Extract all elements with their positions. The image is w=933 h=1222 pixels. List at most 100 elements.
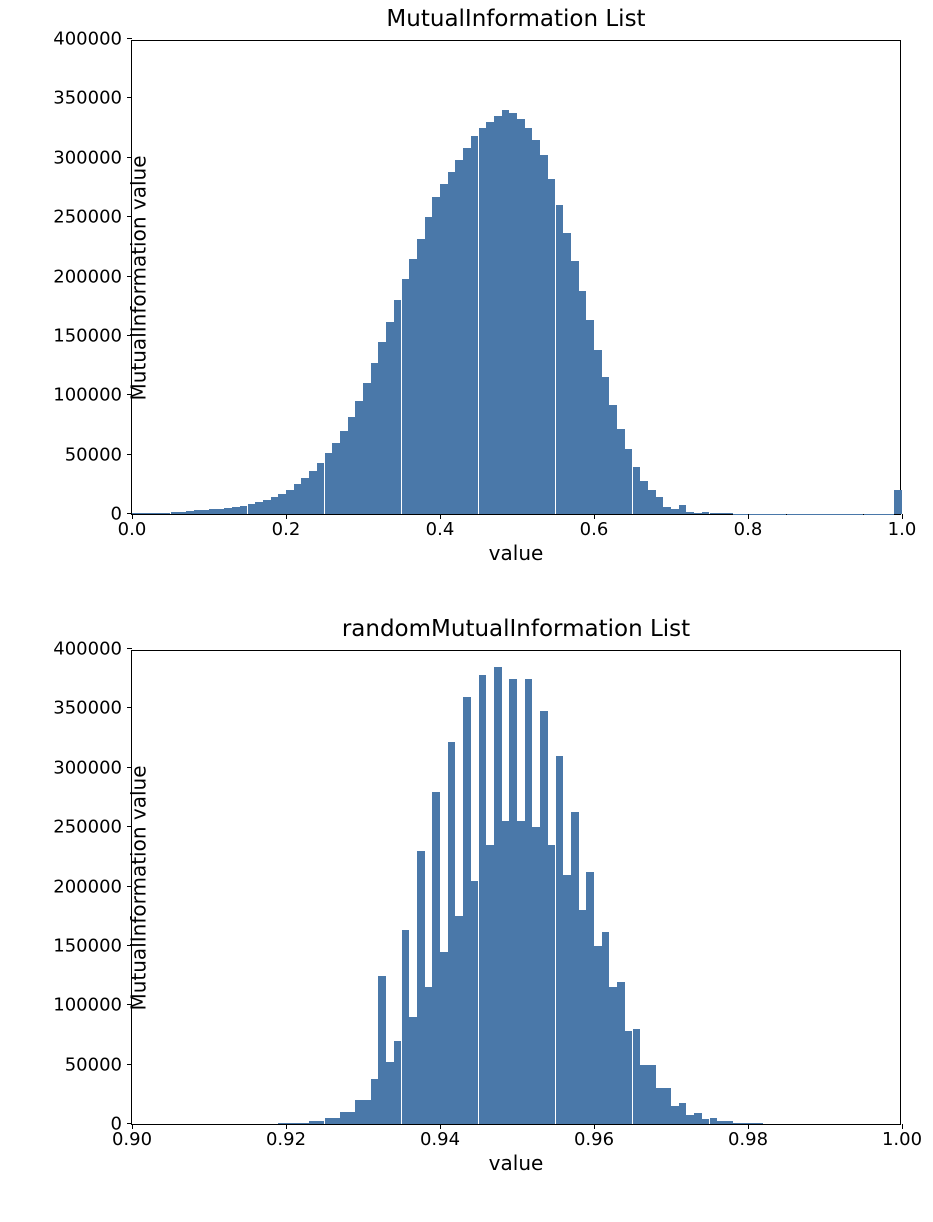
chart-mutualinformation: MutualInformation List MutualInformation… [131, 40, 901, 515]
histogram-bar [617, 982, 625, 1125]
histogram-bars [132, 651, 900, 1124]
histogram-bar [386, 322, 394, 514]
x-tick-label: 0.92 [266, 1129, 306, 1150]
histogram-bar [348, 1112, 356, 1124]
histogram-bar [594, 946, 602, 1124]
x-tick-label: 0.96 [574, 1129, 614, 1150]
y-tick-label: 50000 [65, 444, 132, 465]
histogram-bar [532, 140, 540, 514]
histogram-bar [686, 512, 694, 514]
histogram-bar [409, 1017, 417, 1124]
histogram-bar [633, 467, 641, 515]
histogram-bar [494, 116, 502, 514]
histogram-bar [332, 443, 340, 514]
x-tick-label: 0.8 [734, 519, 763, 540]
y-tick-label: 350000 [53, 88, 132, 109]
histogram-bar [271, 497, 279, 514]
figure: MutualInformation List MutualInformation… [0, 0, 933, 1222]
y-tick-label: 150000 [53, 325, 132, 346]
histogram-bar [702, 512, 710, 514]
y-tick-label: 0 [111, 1114, 132, 1135]
histogram-bar [301, 478, 309, 514]
x-axis-label: value [131, 541, 901, 565]
x-tick-label: 0.4 [426, 519, 455, 540]
histogram-bar [448, 742, 456, 1124]
histogram-bar [440, 184, 448, 514]
histogram-bar [371, 363, 379, 514]
histogram-bar [355, 1100, 363, 1124]
histogram-bar [617, 429, 625, 515]
histogram-bar [486, 122, 494, 514]
histogram-bar [309, 471, 317, 514]
histogram-bar [417, 239, 425, 515]
histogram-bar [463, 697, 471, 1125]
y-tick-label: 50000 [65, 1054, 132, 1075]
histogram-bar [371, 1079, 379, 1124]
histogram-bar [278, 494, 286, 514]
histogram-bar [432, 792, 440, 1125]
histogram-bar [317, 463, 325, 514]
histogram-bar [471, 881, 479, 1124]
histogram-bar [540, 155, 548, 514]
histogram-bar [532, 827, 540, 1124]
histogram-bar [525, 128, 533, 514]
histogram-bar [394, 1041, 402, 1124]
histogram-bar [355, 401, 363, 514]
histogram-bar [340, 1112, 348, 1124]
histogram-bar [594, 350, 602, 514]
y-tick-label: 300000 [53, 147, 132, 168]
histogram-bar [432, 197, 440, 514]
histogram-bar [363, 383, 371, 514]
histogram-bar [663, 1088, 671, 1124]
x-axis-label: value [131, 1151, 901, 1175]
histogram-bar [402, 279, 410, 514]
histogram-bar [294, 1123, 302, 1124]
histogram-bar [710, 1118, 718, 1124]
histogram-bar [686, 1115, 694, 1125]
x-tick-label: 1.0 [888, 519, 917, 540]
histogram-bar [579, 910, 587, 1124]
histogram-bar [186, 511, 194, 514]
y-tick-label: 400000 [53, 639, 132, 660]
histogram-bars [132, 41, 900, 514]
histogram-bar [463, 148, 471, 514]
histogram-bar [725, 1121, 733, 1124]
histogram-bar [740, 1123, 748, 1124]
histogram-bar [679, 505, 687, 515]
histogram-bar [556, 756, 564, 1124]
histogram-bar [178, 512, 186, 514]
histogram-bar [609, 987, 617, 1124]
histogram-bar [502, 110, 510, 514]
plot-area: 0.00.20.40.60.81.0 050000100000150000200… [131, 40, 901, 515]
histogram-bar [548, 845, 556, 1124]
histogram-bar [448, 172, 456, 514]
histogram-bar [656, 497, 664, 514]
histogram-bar [517, 821, 525, 1124]
histogram-bar [394, 300, 402, 514]
histogram-bar [671, 1106, 679, 1124]
histogram-bar [579, 291, 587, 514]
y-tick-label: 400000 [53, 29, 132, 50]
histogram-bar [725, 513, 733, 514]
histogram-bar [132, 513, 140, 514]
histogram-bar [140, 513, 148, 514]
histogram-bar [325, 453, 333, 514]
histogram-bar [625, 1031, 633, 1124]
histogram-bar [694, 513, 702, 514]
histogram-bar [217, 509, 225, 514]
histogram-bar [209, 509, 217, 514]
histogram-bar [286, 490, 294, 514]
y-tick-label: 100000 [53, 385, 132, 406]
histogram-bar [348, 417, 356, 514]
x-tick-label: 0.6 [580, 519, 609, 540]
histogram-bar [548, 179, 556, 514]
histogram-bar [378, 976, 386, 1124]
chart-title: randomMutualInformation List [131, 616, 901, 642]
histogram-bar [340, 431, 348, 514]
histogram-bar [455, 160, 463, 514]
histogram-bar [563, 233, 571, 514]
histogram-bar [425, 217, 433, 514]
histogram-bar [317, 1121, 325, 1124]
histogram-bar [201, 510, 209, 514]
y-tick-label: 200000 [53, 266, 132, 287]
